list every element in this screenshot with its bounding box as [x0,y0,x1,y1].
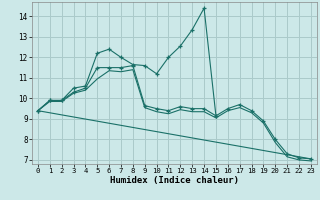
X-axis label: Humidex (Indice chaleur): Humidex (Indice chaleur) [110,176,239,185]
